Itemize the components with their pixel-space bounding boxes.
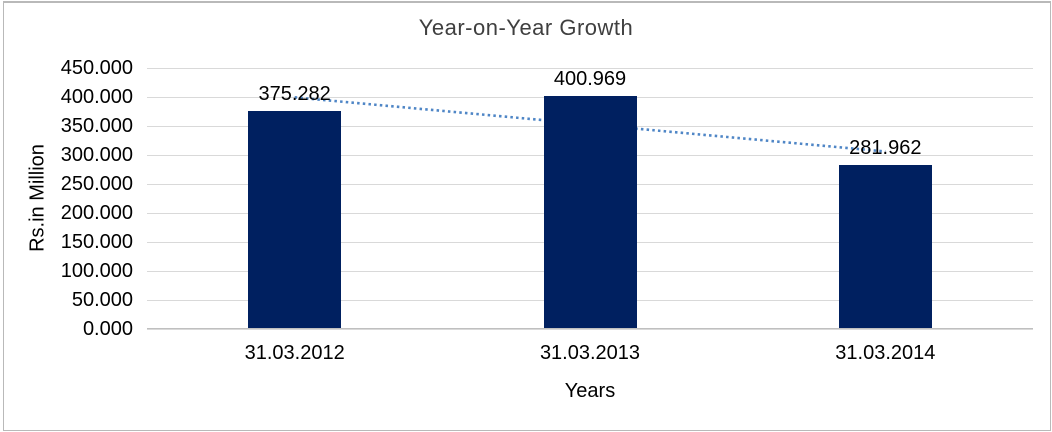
y-tick-label: 400.000 <box>60 86 133 108</box>
y-tick-label: 350.000 <box>60 115 133 137</box>
y-tick-label: 50.000 <box>71 289 133 311</box>
x-axis-title: Years <box>564 380 616 402</box>
y-tick-label: 250.000 <box>60 173 133 195</box>
data-label: 400.969 <box>553 68 627 91</box>
y-tick-label: 300.000 <box>60 144 133 166</box>
y-tick-label: 100.000 <box>60 260 133 282</box>
gridline <box>147 68 1033 69</box>
y-tick-label: 0.000 <box>82 318 133 340</box>
y-tick-label: 450.000 <box>60 57 133 79</box>
data-label: 375.282 <box>258 83 331 106</box>
bar-31.03.2012 <box>248 111 342 329</box>
bar-31.03.2014 <box>838 165 932 329</box>
y-tick-label: 150.000 <box>60 231 133 253</box>
x-category-label: 31.03.2013 <box>539 342 641 364</box>
chart-title: Year-on-Year Growth <box>418 15 634 40</box>
bar-31.03.2013 <box>543 96 637 329</box>
gridline <box>147 329 1033 330</box>
plot-area <box>147 68 1033 330</box>
x-category-label: 31.03.2012 <box>244 342 345 364</box>
y-tick-label: 200.000 <box>60 202 133 224</box>
x-category-label: 31.03.2014 <box>835 342 936 364</box>
x-axis-line <box>147 328 1033 329</box>
data-label: 281.962 <box>849 137 922 160</box>
